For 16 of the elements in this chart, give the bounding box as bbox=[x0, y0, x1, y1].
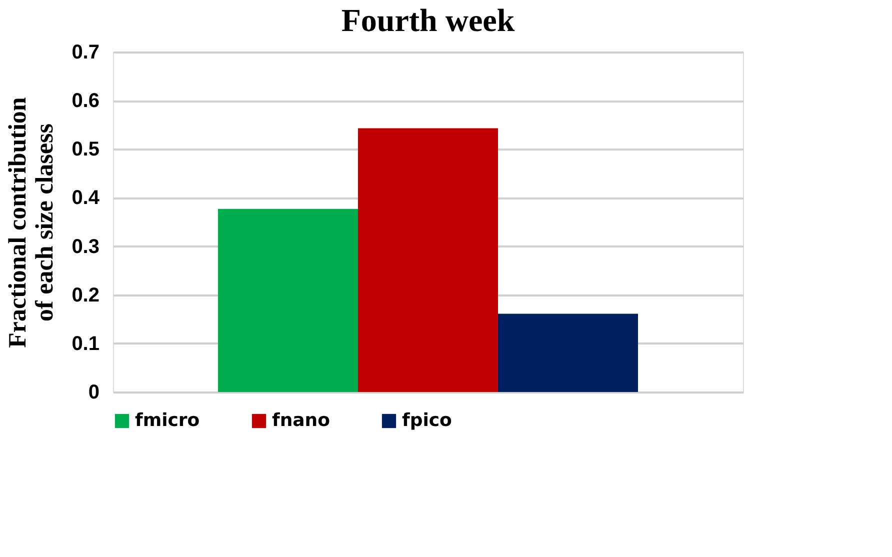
y-tick-label: 0.5 bbox=[72, 138, 100, 161]
bar bbox=[498, 314, 638, 392]
bar bbox=[358, 128, 498, 392]
y-tick-label: 0 bbox=[88, 382, 100, 404]
y-tick-label: 0.1 bbox=[72, 332, 100, 355]
y-tick-label: 0.2 bbox=[72, 284, 100, 306]
y-tick-label: 0.3 bbox=[72, 236, 100, 258]
legend-label: fpico bbox=[402, 410, 452, 431]
y-axis-title: Fractional contribution of each size clasess bbox=[4, 97, 59, 348]
legend-label: fmicro bbox=[135, 410, 200, 431]
bar bbox=[218, 208, 358, 392]
y-tick-label: 0.4 bbox=[72, 187, 100, 210]
y-tick-label: 0.7 bbox=[72, 42, 100, 64]
chart-title: Fourth week bbox=[341, 2, 515, 38]
y-tick-label: 0.6 bbox=[72, 90, 100, 112]
legend-label: fnano bbox=[272, 410, 330, 431]
